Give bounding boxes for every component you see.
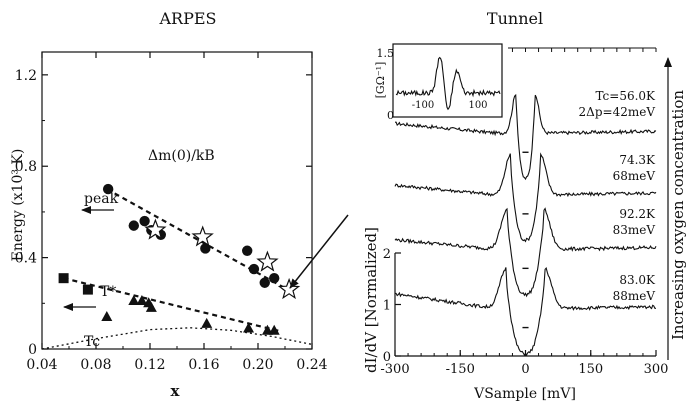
triangle-point bbox=[201, 317, 213, 328]
curve-label-3-gap: 83meV bbox=[613, 223, 656, 237]
arpes-ytick-label: 0 bbox=[28, 342, 37, 358]
connector-arrow bbox=[289, 214, 349, 289]
arpes-tick-labels: 0.04 0.08 0.12 0.16 0.20 0.24 0 0.4 0.8 1.2 bbox=[15, 68, 328, 373]
tstar-point bbox=[82, 284, 93, 295]
peak-label: peak bbox=[84, 191, 119, 207]
triangle-point bbox=[101, 311, 113, 322]
tstar-point bbox=[58, 273, 69, 284]
peak-point bbox=[128, 220, 139, 231]
tunnel-curves bbox=[394, 93, 657, 357]
curve-label-4-tc: 83.0K bbox=[619, 273, 656, 287]
arpes-title: ARPES bbox=[158, 9, 216, 28]
inset-xtick-right: 100 bbox=[468, 100, 487, 111]
inset-curve bbox=[395, 56, 501, 111]
curve-label-4-gap: 88meV bbox=[613, 289, 656, 303]
star-point bbox=[256, 250, 279, 272]
peak-point bbox=[259, 277, 270, 288]
arpes-xtick-label: 0.08 bbox=[80, 357, 111, 373]
peak-point bbox=[248, 263, 260, 275]
tunnel-xtick-label: 300 bbox=[644, 362, 669, 377]
trend-line-tstar bbox=[63, 277, 279, 332]
tunnel-title: Tunnel bbox=[487, 9, 543, 28]
gap-markers bbox=[522, 151, 529, 329]
arpes-ytick-label: 0.8 bbox=[15, 159, 37, 175]
peak-point bbox=[200, 243, 211, 254]
curve-label-2-gap: 68meV bbox=[613, 169, 656, 183]
arpes-axis-ticks bbox=[41, 52, 313, 350]
star-point bbox=[191, 225, 214, 247]
inset-xtick-left: -100 bbox=[412, 100, 434, 111]
tc-label: Tc bbox=[84, 334, 100, 350]
tunnel-curve bbox=[394, 152, 657, 243]
inset-ytick-top: 1.5 bbox=[377, 47, 395, 60]
tunnel-xlabel: VSample [mV] bbox=[473, 386, 576, 402]
gap-label: Δm(0)/kB bbox=[148, 148, 215, 164]
tunnel-xtick-label: 150 bbox=[578, 362, 603, 377]
tunnel-ytick-label: 2 bbox=[383, 247, 391, 262]
triangle-point bbox=[145, 301, 157, 312]
arpes-plot-frame bbox=[41, 51, 313, 350]
arpes-xlabel: x bbox=[171, 382, 181, 400]
inset-frame bbox=[392, 43, 503, 118]
triangle-point bbox=[268, 324, 280, 335]
tunnel-curve bbox=[394, 207, 657, 298]
inset-ytick-bottom: 0 bbox=[387, 109, 394, 122]
tc-dome-line bbox=[41, 327, 313, 350]
increasing-oxygen-label: Increasing oxygen concentration bbox=[669, 90, 687, 340]
tunnel-xtick-label: -300 bbox=[380, 362, 409, 377]
tunnel-xtick-label: -150 bbox=[446, 362, 475, 377]
peak-point bbox=[102, 183, 114, 195]
inset-ylabel: [GΩ⁻¹] bbox=[374, 62, 387, 99]
arpes-xtick-label: 0.12 bbox=[134, 357, 165, 373]
curve-label-3-tc: 92.2K bbox=[619, 207, 656, 221]
arpes-markers bbox=[58, 183, 301, 335]
tunnel-xtick-label: 0 bbox=[521, 362, 529, 377]
arpes-xtick-label: 0.24 bbox=[296, 357, 327, 373]
tstar-label: T* bbox=[100, 284, 116, 300]
triangle-point bbox=[243, 322, 255, 333]
peak-point bbox=[269, 272, 280, 284]
star-point bbox=[277, 277, 301, 300]
arpes-ylabel: Energy (x10³ K) bbox=[10, 149, 26, 262]
star-point bbox=[144, 218, 167, 240]
peak-point bbox=[242, 245, 253, 256]
tunnel-curve bbox=[395, 93, 657, 181]
arpes-trend-lines bbox=[41, 188, 313, 350]
tunnel-ytick-label: 0 bbox=[383, 350, 391, 365]
triangle-point bbox=[128, 295, 140, 306]
arpes-xtick-label: 0.16 bbox=[188, 357, 219, 373]
arpes-xtick-label: 0.20 bbox=[242, 357, 273, 373]
arpes-xtick-label: 0.04 bbox=[26, 357, 57, 373]
tunnel-curve bbox=[395, 266, 656, 357]
peak-point bbox=[139, 215, 150, 227]
arpes-ytick-label: 1.2 bbox=[15, 68, 37, 84]
tunnel-ylabel: dI/dV [Normalized] bbox=[362, 227, 380, 373]
arpes-ytick-label: 0.4 bbox=[15, 251, 37, 267]
triangle-point bbox=[136, 295, 148, 306]
tunnel-tick-labels: -300 -150 0 150 300 0 1 2 bbox=[380, 247, 668, 377]
curve-label-1-gap: 2Δp=42meV bbox=[579, 105, 656, 119]
curve-label-1-tc: Tc=56.0K bbox=[595, 89, 656, 103]
tunnel-ytick-label: 1 bbox=[383, 299, 391, 314]
curve-label-2-tc: 74.3K bbox=[619, 153, 656, 167]
